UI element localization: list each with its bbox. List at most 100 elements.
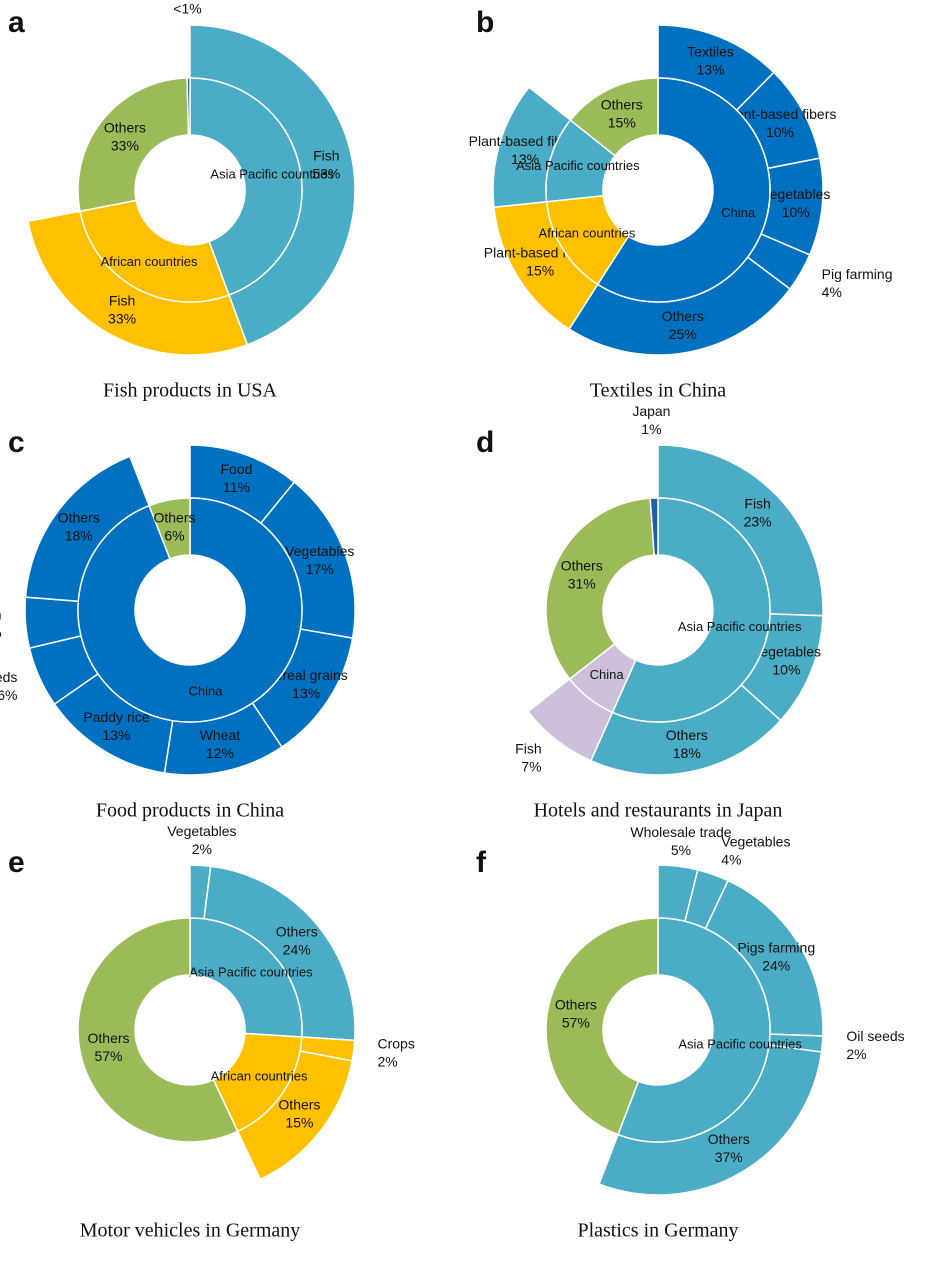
segment-value: 31% xyxy=(568,576,596,592)
group-label: Asia Pacific countries xyxy=(189,964,313,979)
inner-segment xyxy=(596,77,771,303)
segment-label: Others xyxy=(278,1097,320,1113)
panel-letter: b xyxy=(476,6,494,39)
panel-letter: f xyxy=(476,846,487,879)
segment-label: Fish xyxy=(744,495,770,511)
segment-value: 24% xyxy=(762,958,790,974)
segment-value: 13% xyxy=(102,727,130,743)
segment-label: Fish xyxy=(515,741,541,757)
segment-value: 4% xyxy=(822,284,842,300)
segment-value: 2% xyxy=(846,1046,866,1062)
segment-label: Others xyxy=(88,1030,130,1046)
inner-segment xyxy=(189,917,303,1038)
inner-segment xyxy=(545,497,655,681)
segment-value: 13% xyxy=(697,62,725,78)
segment-label: Others xyxy=(666,727,708,743)
segment-label: Others xyxy=(276,923,318,939)
segment-value: 15% xyxy=(285,1115,313,1131)
segment-label: Japan xyxy=(632,403,670,419)
inner-segment xyxy=(79,199,230,303)
segment-value: 57% xyxy=(94,1048,122,1064)
segment-value: <1% xyxy=(173,1,201,17)
segment-value: 12% xyxy=(206,745,234,761)
inner-segment xyxy=(649,497,659,556)
segment-label: Pig farming xyxy=(822,266,893,282)
group-label: Asia Pacific countries xyxy=(210,167,334,182)
segment-value: 10% xyxy=(782,204,810,220)
segment-value: 25% xyxy=(669,326,697,342)
segment-value: 37% xyxy=(715,1149,743,1165)
inner-segment xyxy=(148,497,191,560)
panel-letter: a xyxy=(8,6,25,39)
segment-label: Food xyxy=(221,461,253,477)
segment-value: 18% xyxy=(65,527,93,543)
segment-value: 13% xyxy=(511,151,539,167)
segment-label: Others xyxy=(561,558,603,574)
inner-segment xyxy=(569,77,659,157)
segment-label: Fish xyxy=(109,292,135,308)
segment-label: Oil seeds xyxy=(0,669,17,685)
segment-value: 1% xyxy=(641,421,661,437)
segment-value: 5% xyxy=(671,842,691,858)
segment-label: Crops xyxy=(378,1035,415,1051)
group-label: Asia Pacific countries xyxy=(678,1037,802,1052)
segment-value: 6% xyxy=(0,687,17,703)
inner-segment xyxy=(77,497,303,723)
group-label: African countries xyxy=(101,254,198,269)
segment-label: Vegetables xyxy=(167,823,236,839)
group-label: China xyxy=(189,683,224,698)
segment-label: Oil seeds xyxy=(846,1028,904,1044)
segment-label: Others xyxy=(58,509,100,525)
segment-value: 10% xyxy=(766,124,794,140)
group-label: China xyxy=(721,205,756,220)
segment-value: 2% xyxy=(192,841,212,857)
inner-segment xyxy=(617,917,771,1143)
segment-label: Fish xyxy=(313,147,339,163)
segment-label: Vegetables xyxy=(721,834,790,850)
caption: Plastics in Germany xyxy=(577,1220,738,1242)
inner-segment xyxy=(611,497,771,723)
segment-label: Others xyxy=(555,997,597,1013)
segment-label: Others xyxy=(104,119,146,135)
segment-label: Others xyxy=(662,308,704,324)
segment-value: 10% xyxy=(772,662,800,678)
segment-label: Vegetables xyxy=(761,186,830,202)
caption: Fish products in USA xyxy=(103,380,277,402)
panel-letter: e xyxy=(8,846,25,879)
segment-label: Paddy rice xyxy=(83,709,149,725)
panel-letter: c xyxy=(8,426,25,459)
segment-value: 11% xyxy=(223,479,250,495)
segment-value: 6% xyxy=(164,528,184,544)
panel-letter: d xyxy=(476,426,494,459)
group-label: Asia Pacific countries xyxy=(516,158,640,173)
group-label: Asia Pacific countries xyxy=(678,619,802,634)
inner-segment xyxy=(186,77,191,136)
caption: Motor vehicles in Germany xyxy=(80,1220,301,1242)
segment-value: 13% xyxy=(292,685,320,701)
segment-value: 53% xyxy=(312,165,340,181)
segment-value: 23% xyxy=(744,513,772,529)
segment-label: Vegetables xyxy=(752,644,821,660)
segment-value: 24% xyxy=(283,941,311,957)
inner-segment xyxy=(189,77,303,296)
segment-value: 57% xyxy=(562,1015,590,1031)
segment-value: 5% xyxy=(0,624,2,640)
segment-value: 18% xyxy=(673,745,701,761)
caption: Hotels and restaurants in Japan xyxy=(534,800,783,822)
segment-label: Textiles xyxy=(687,44,734,60)
segment-value: 17% xyxy=(306,561,334,577)
segment-label: Plant-based fibers xyxy=(469,133,582,149)
segment-value: 2% xyxy=(378,1053,398,1069)
segment-label: Others xyxy=(601,96,643,112)
segment-label: Pigs farming xyxy=(737,940,815,956)
inner-segment xyxy=(77,917,239,1143)
group-label: African countries xyxy=(539,225,636,240)
caption: Food products in China xyxy=(96,800,284,822)
inner-segment xyxy=(77,77,190,213)
segment-label: Wholesale trade xyxy=(630,824,731,840)
segment-label: Others xyxy=(153,510,195,526)
segment-label: Plant-based fibers xyxy=(724,106,837,122)
caption: Textiles in China xyxy=(590,380,726,402)
segment-value: 15% xyxy=(608,114,636,130)
